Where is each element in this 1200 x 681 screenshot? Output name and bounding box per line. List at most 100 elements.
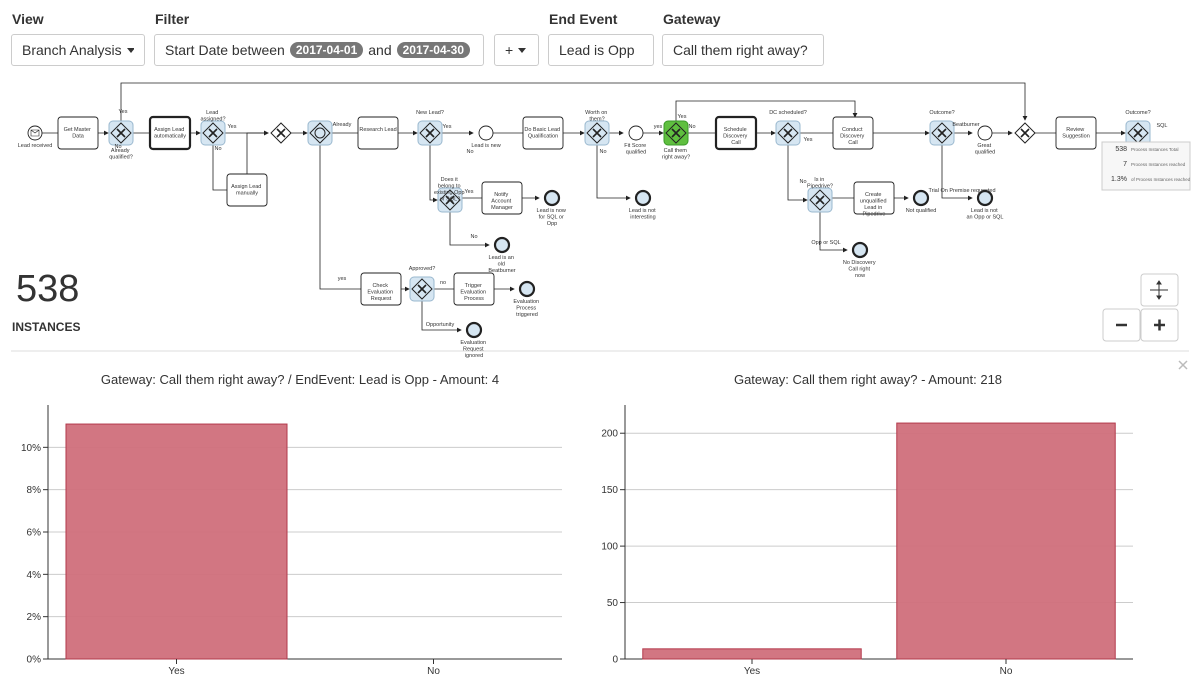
y-tick-label: 150 — [601, 485, 618, 496]
node-label: New Lead? — [416, 110, 444, 116]
gateway — [270, 122, 292, 144]
add-dropdown[interactable]: + — [494, 34, 539, 66]
gateway-highlight — [417, 120, 443, 146]
node-label: Check Evaluation Request — [367, 283, 394, 302]
sequence-flow — [429, 133, 438, 203]
gateway-highlight — [108, 120, 134, 146]
event — [27, 125, 43, 141]
flow-label: No — [114, 144, 121, 150]
event — [543, 189, 561, 207]
flow-label: SQL — [1156, 123, 1167, 129]
flow-label: Beatburner — [952, 122, 979, 128]
flow-label: No — [799, 179, 806, 185]
y-tick-label: 100 — [601, 542, 618, 553]
task — [148, 115, 192, 151]
y-tick-label: 8% — [27, 485, 42, 496]
y-tick-label: 200 — [601, 429, 618, 440]
date-chip: 2017-04-01 — [289, 42, 364, 58]
end-event-box[interactable]: Lead is Opp — [548, 34, 654, 66]
overlay-value: 7 — [1123, 161, 1127, 168]
gateway — [419, 122, 441, 144]
sequence-flow — [319, 133, 369, 292]
sequence-flow — [449, 200, 490, 248]
node-label: Approved? — [409, 266, 436, 272]
node-label: Assign Lead automatically — [154, 127, 186, 140]
y-tick-label: 0 — [612, 655, 618, 666]
gateway-box[interactable]: Call them right away? — [662, 34, 824, 66]
caret — [126, 47, 134, 53]
gateway-marker — [937, 128, 947, 138]
zoom-controls[interactable] — [1102, 273, 1179, 342]
view-dropdown[interactable]: Branch Analysis — [11, 34, 145, 66]
node-label: Schedule Discovery Call — [723, 127, 749, 146]
event — [628, 125, 644, 141]
sequence-flow — [675, 100, 858, 121]
gateway — [665, 122, 687, 144]
gateway-marker — [208, 128, 218, 138]
sequence-flow — [787, 133, 808, 203]
event — [465, 321, 483, 339]
event — [976, 189, 994, 207]
close-icon[interactable] — [1178, 360, 1188, 370]
task — [57, 116, 99, 150]
node-label: Get Master Data — [64, 127, 93, 140]
gateway-marker — [783, 128, 793, 138]
filter-text: Start Date between — [165, 42, 285, 58]
task — [226, 173, 268, 207]
sequence-flow — [246, 130, 269, 190]
task — [360, 272, 402, 306]
flow-label: Opp or SQL — [811, 240, 840, 246]
gateway-marker — [425, 128, 435, 138]
flow-label: Yes — [678, 114, 687, 120]
node-label: Conduct Discovery Call — [840, 127, 866, 146]
overlay-value: 1.3% — [1111, 176, 1127, 183]
node-label: Trigger Evaluation Process — [460, 283, 487, 302]
overlay-text: Process Instances Total — [1131, 147, 1178, 152]
add-button: + — [505, 42, 514, 58]
flow-label: Already — [333, 122, 352, 128]
y-tick-label: 4% — [27, 570, 42, 581]
node-label: Fit Score qualified — [624, 143, 648, 156]
gateway-highlight — [200, 120, 226, 146]
gateway — [1127, 122, 1149, 144]
sequence-flow — [596, 133, 631, 201]
node-label: Notify Account Manager — [491, 192, 513, 211]
gateway — [586, 122, 608, 144]
gateway — [110, 122, 132, 144]
end-event-value: Lead is Opp — [559, 42, 635, 58]
node-label: Outcome? — [1125, 110, 1150, 116]
node-label: DC scheduled? — [769, 110, 807, 116]
sequence-flow — [421, 289, 462, 333]
flow-label: Opportunity — [426, 322, 455, 328]
event — [977, 125, 993, 141]
task — [453, 272, 495, 306]
node-label: Does it belong to existing Opp or SQL? — [434, 177, 466, 203]
y-tick-label: 6% — [27, 528, 42, 539]
node-label: Is in Pipedrive? — [807, 177, 833, 190]
flow-label: yes — [654, 124, 663, 130]
gateway-marker — [671, 128, 681, 138]
date-chip: 2017-04-30 — [396, 42, 470, 58]
gateway — [1014, 122, 1036, 144]
y-tick-label: 50 — [607, 598, 619, 609]
x-tick-label: No — [1000, 666, 1013, 677]
x-tick-label: Yes — [168, 666, 184, 677]
gateway — [309, 122, 331, 144]
flow-label: Yes — [443, 124, 452, 130]
bar — [642, 648, 862, 660]
gateway — [777, 122, 799, 144]
gateway — [809, 189, 831, 211]
x-tick-label: Yes — [744, 666, 760, 677]
node-label: Do Basic Lead Qualification — [524, 127, 561, 140]
flow-label: No — [599, 149, 606, 155]
gateway-highlight — [584, 120, 610, 146]
y-tick-label: 0% — [27, 655, 42, 666]
task — [357, 116, 399, 150]
gateway-highlight — [807, 187, 833, 213]
sequence-flow — [941, 133, 973, 201]
filter-box[interactable]: Start Date between 2017-04-01 and 2017-04-3… — [154, 34, 484, 66]
instance-count: 538 — [16, 268, 80, 310]
